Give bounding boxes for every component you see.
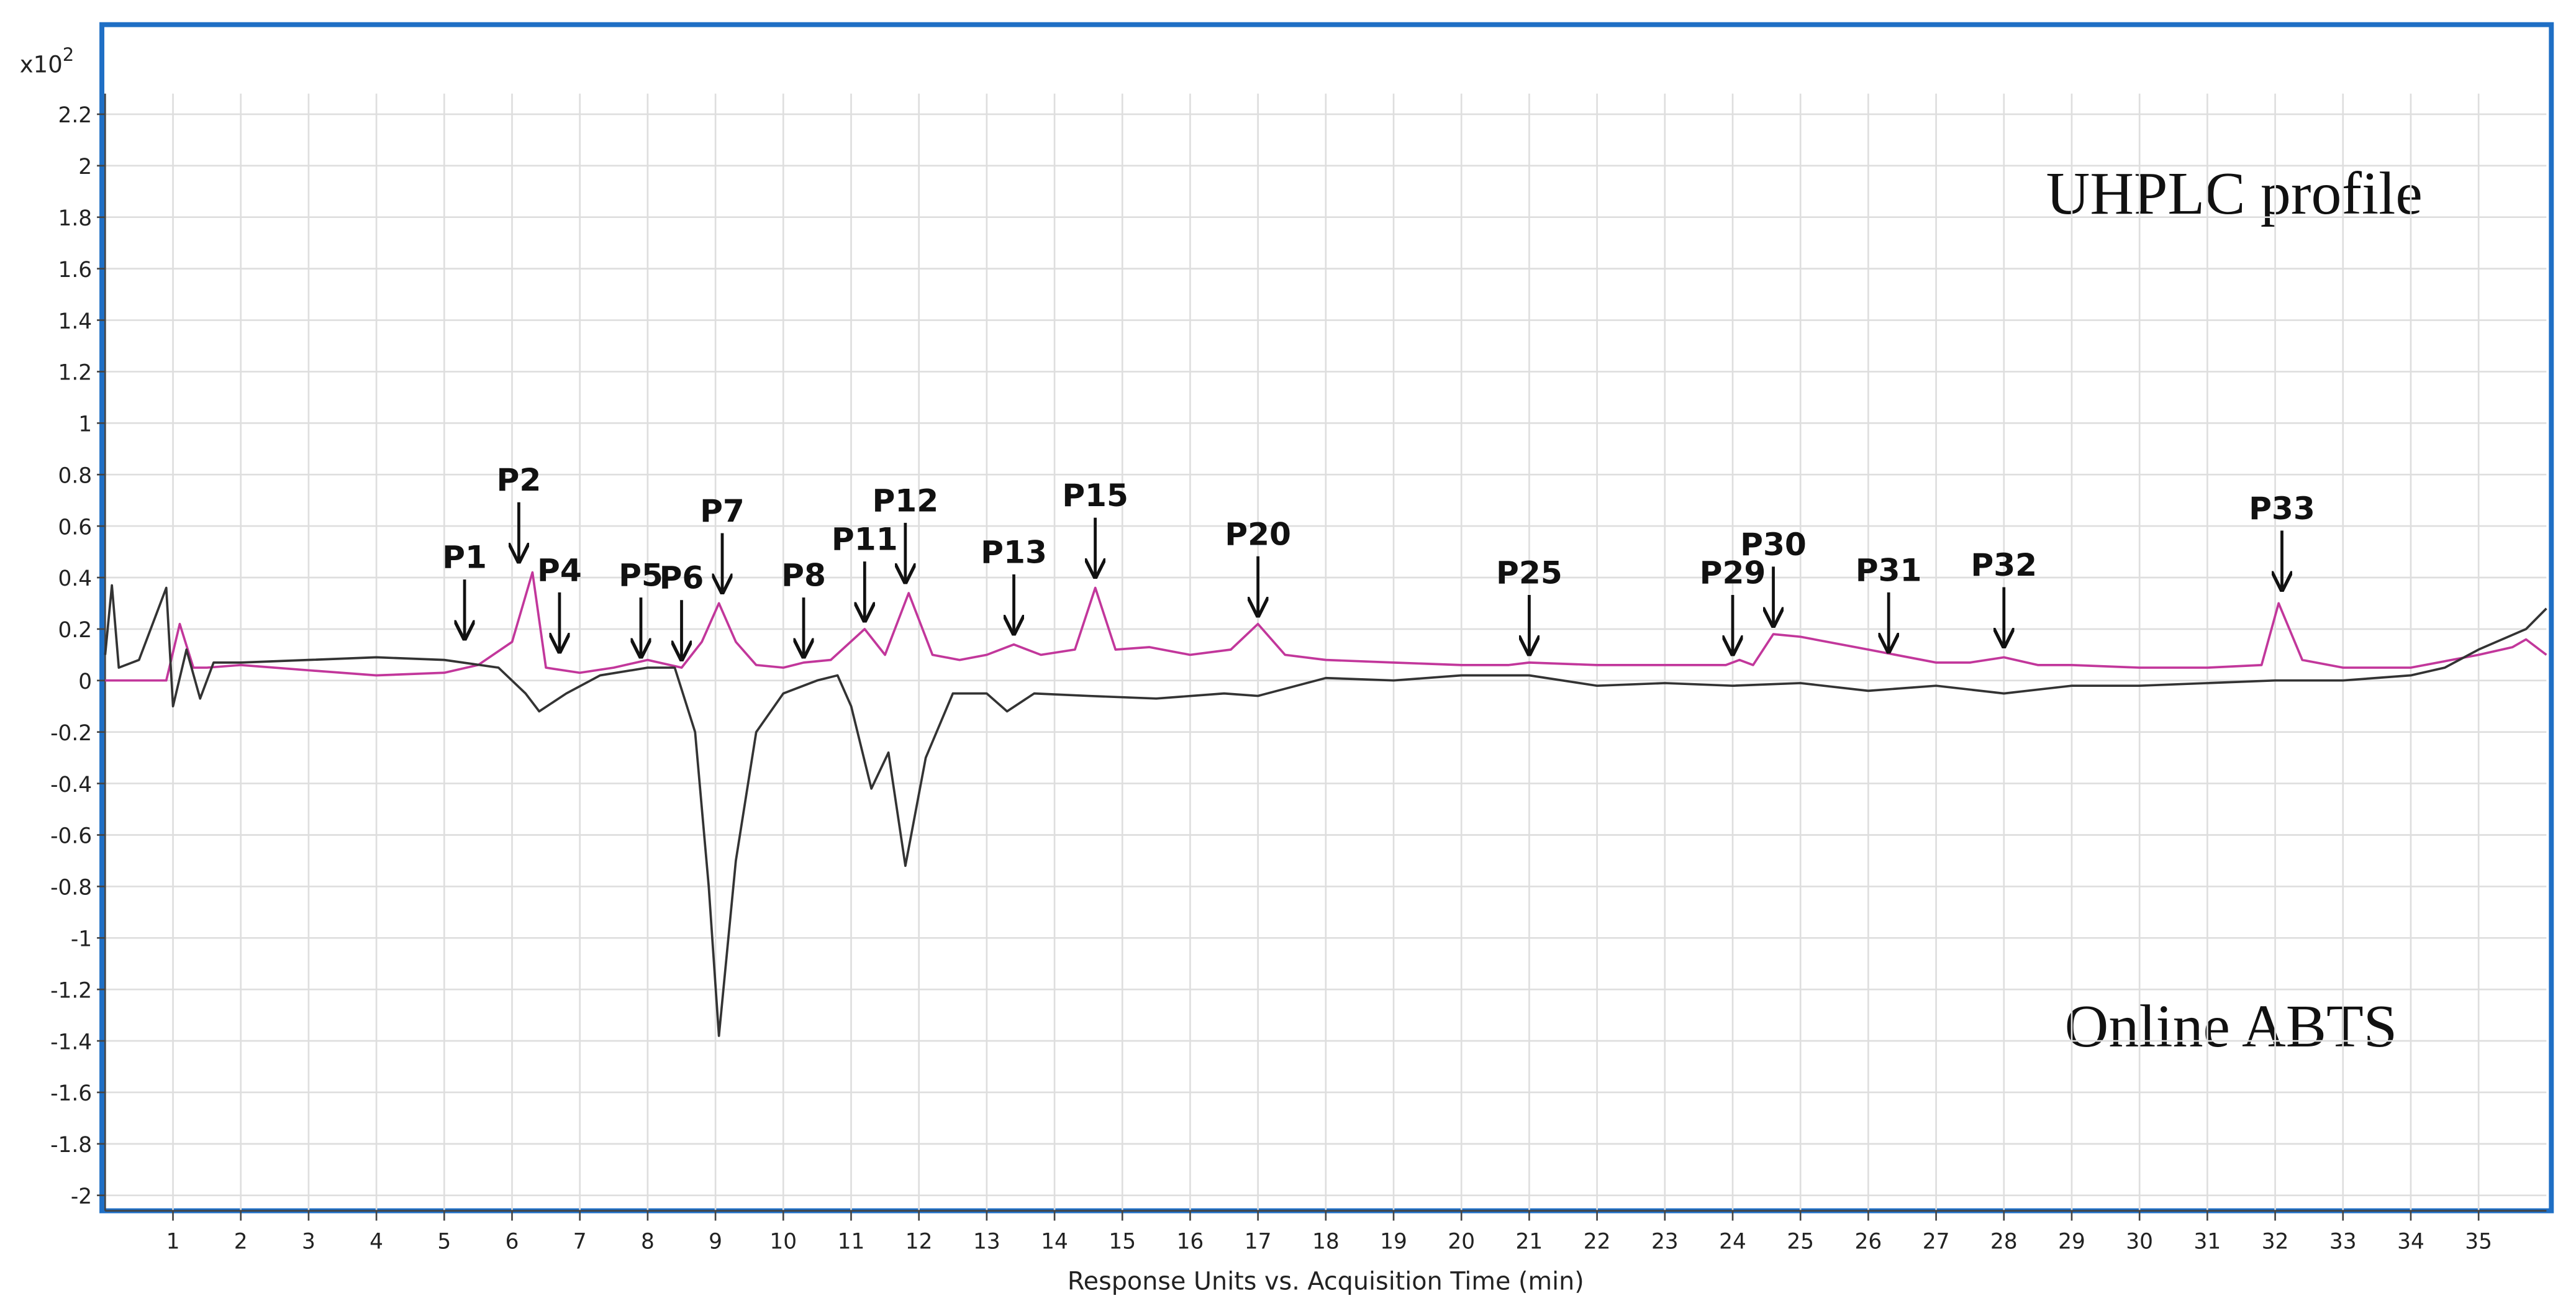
x-tick-label: 31 bbox=[2193, 1229, 2221, 1254]
annotation-label: P5 bbox=[619, 557, 663, 594]
annotation-label: P11 bbox=[832, 521, 898, 558]
y-tick-label: 0.6 bbox=[58, 515, 93, 540]
x-tick-label: 25 bbox=[1787, 1229, 1814, 1254]
x-tick-label: 28 bbox=[1990, 1229, 2018, 1254]
x-tick-label: 8 bbox=[641, 1229, 655, 1254]
x-tick-label: 7 bbox=[573, 1229, 587, 1254]
y-tick-label: 0.4 bbox=[58, 566, 93, 591]
x-tick-label: 15 bbox=[1109, 1229, 1136, 1254]
annotation-label: P12 bbox=[872, 482, 938, 519]
y-tick-label: -1.2 bbox=[50, 978, 92, 1003]
annotation-label: P7 bbox=[700, 492, 745, 529]
x-tick-label: 18 bbox=[1312, 1229, 1340, 1254]
x-tick-label: 3 bbox=[302, 1229, 315, 1254]
y-tick-label: -1.4 bbox=[50, 1030, 92, 1055]
x-tick-label: 21 bbox=[1516, 1229, 1543, 1254]
y-tick-label: -2 bbox=[71, 1184, 92, 1209]
x-tick-label: 10 bbox=[769, 1229, 797, 1254]
x-tick-label: 23 bbox=[1651, 1229, 1679, 1254]
y-tick-label: -0.4 bbox=[50, 773, 92, 797]
x-tick-label: 17 bbox=[1245, 1229, 1272, 1254]
annotation-label: P8 bbox=[781, 557, 826, 594]
x-tick-label: 12 bbox=[905, 1229, 933, 1254]
annotation-label: P15 bbox=[1062, 477, 1128, 514]
y-tick-label: -1 bbox=[71, 927, 92, 952]
x-tick-label: 4 bbox=[370, 1229, 383, 1254]
y-tick-label: 1.4 bbox=[58, 309, 93, 334]
annotation-label: P33 bbox=[2249, 490, 2315, 527]
x-tick-label: 11 bbox=[838, 1229, 865, 1254]
y-tick-label: -0.6 bbox=[50, 824, 92, 849]
annotation-label: P31 bbox=[1856, 551, 1922, 588]
x-tick-label: 33 bbox=[2329, 1229, 2357, 1254]
y-tick-label: 1.2 bbox=[58, 361, 93, 386]
x-tick-label: 26 bbox=[1855, 1229, 1882, 1254]
y-tick-label: 1 bbox=[78, 412, 92, 437]
series-line bbox=[105, 571, 2547, 682]
multiplier-exponent: 2 bbox=[63, 44, 75, 65]
annotation-label: P20 bbox=[1225, 515, 1291, 552]
x-axis-label: Response Units vs. Acquisition Time (min… bbox=[1068, 1268, 1584, 1296]
series-line bbox=[104, 584, 2547, 1037]
y-tick-label: -1.8 bbox=[50, 1133, 92, 1158]
x-tick-label: 19 bbox=[1380, 1229, 1407, 1254]
y-tick-label: 1.8 bbox=[58, 206, 93, 231]
y-tick-label: 0.2 bbox=[58, 618, 93, 643]
x-tick-label: 32 bbox=[2262, 1229, 2289, 1254]
annotation-label: P13 bbox=[981, 533, 1047, 570]
x-tick-label: 13 bbox=[973, 1229, 1000, 1254]
y-tick-label: 1.6 bbox=[58, 258, 93, 283]
x-tick-label: 2 bbox=[234, 1229, 248, 1254]
x-tick-label: 29 bbox=[2058, 1229, 2085, 1254]
annotation-label: P1 bbox=[442, 539, 487, 576]
x-tick-label: 5 bbox=[437, 1229, 451, 1254]
x-tick-label: 30 bbox=[2126, 1229, 2153, 1254]
annotation-label: P25 bbox=[1496, 554, 1562, 591]
x-tick-label: 1 bbox=[166, 1229, 180, 1254]
annotation-label: P4 bbox=[537, 551, 582, 588]
annotation-label: P29 bbox=[1700, 554, 1766, 591]
y-tick-label: 0.8 bbox=[58, 463, 93, 488]
series-label: UHPLC profile bbox=[2046, 160, 2423, 227]
x-tick-label: 24 bbox=[1719, 1229, 1746, 1254]
y-tick-label: 2.2 bbox=[58, 103, 93, 128]
x-tick-label: 9 bbox=[709, 1229, 722, 1254]
x-tick-label: 6 bbox=[506, 1229, 519, 1254]
x-tick-label: 34 bbox=[2397, 1229, 2424, 1254]
y-tick-label: -0.8 bbox=[50, 876, 92, 900]
x-tick-label: 20 bbox=[1448, 1229, 1475, 1254]
y-tick-label: 2 bbox=[78, 155, 92, 179]
multiplier-base: x10 bbox=[20, 51, 63, 78]
annotation-label: P2 bbox=[497, 461, 542, 498]
annotation-label: P30 bbox=[1740, 526, 1807, 563]
annotation-label: P6 bbox=[660, 560, 704, 596]
annotation-label: P32 bbox=[1971, 547, 2037, 583]
x-tick-label: 16 bbox=[1177, 1229, 1204, 1254]
x-tick-label: 35 bbox=[2465, 1229, 2492, 1254]
multiplier: x102 bbox=[20, 44, 75, 78]
x-tick-label: 22 bbox=[1584, 1229, 1611, 1254]
x-tick-label: 14 bbox=[1041, 1229, 1068, 1254]
y-tick-label: 0 bbox=[78, 669, 92, 694]
y-tick-label: -0.2 bbox=[50, 721, 92, 746]
x-tick-label: 27 bbox=[1923, 1229, 1950, 1254]
series-label: Online ABTS bbox=[2065, 993, 2398, 1060]
y-tick-label: -1.6 bbox=[50, 1081, 92, 1106]
